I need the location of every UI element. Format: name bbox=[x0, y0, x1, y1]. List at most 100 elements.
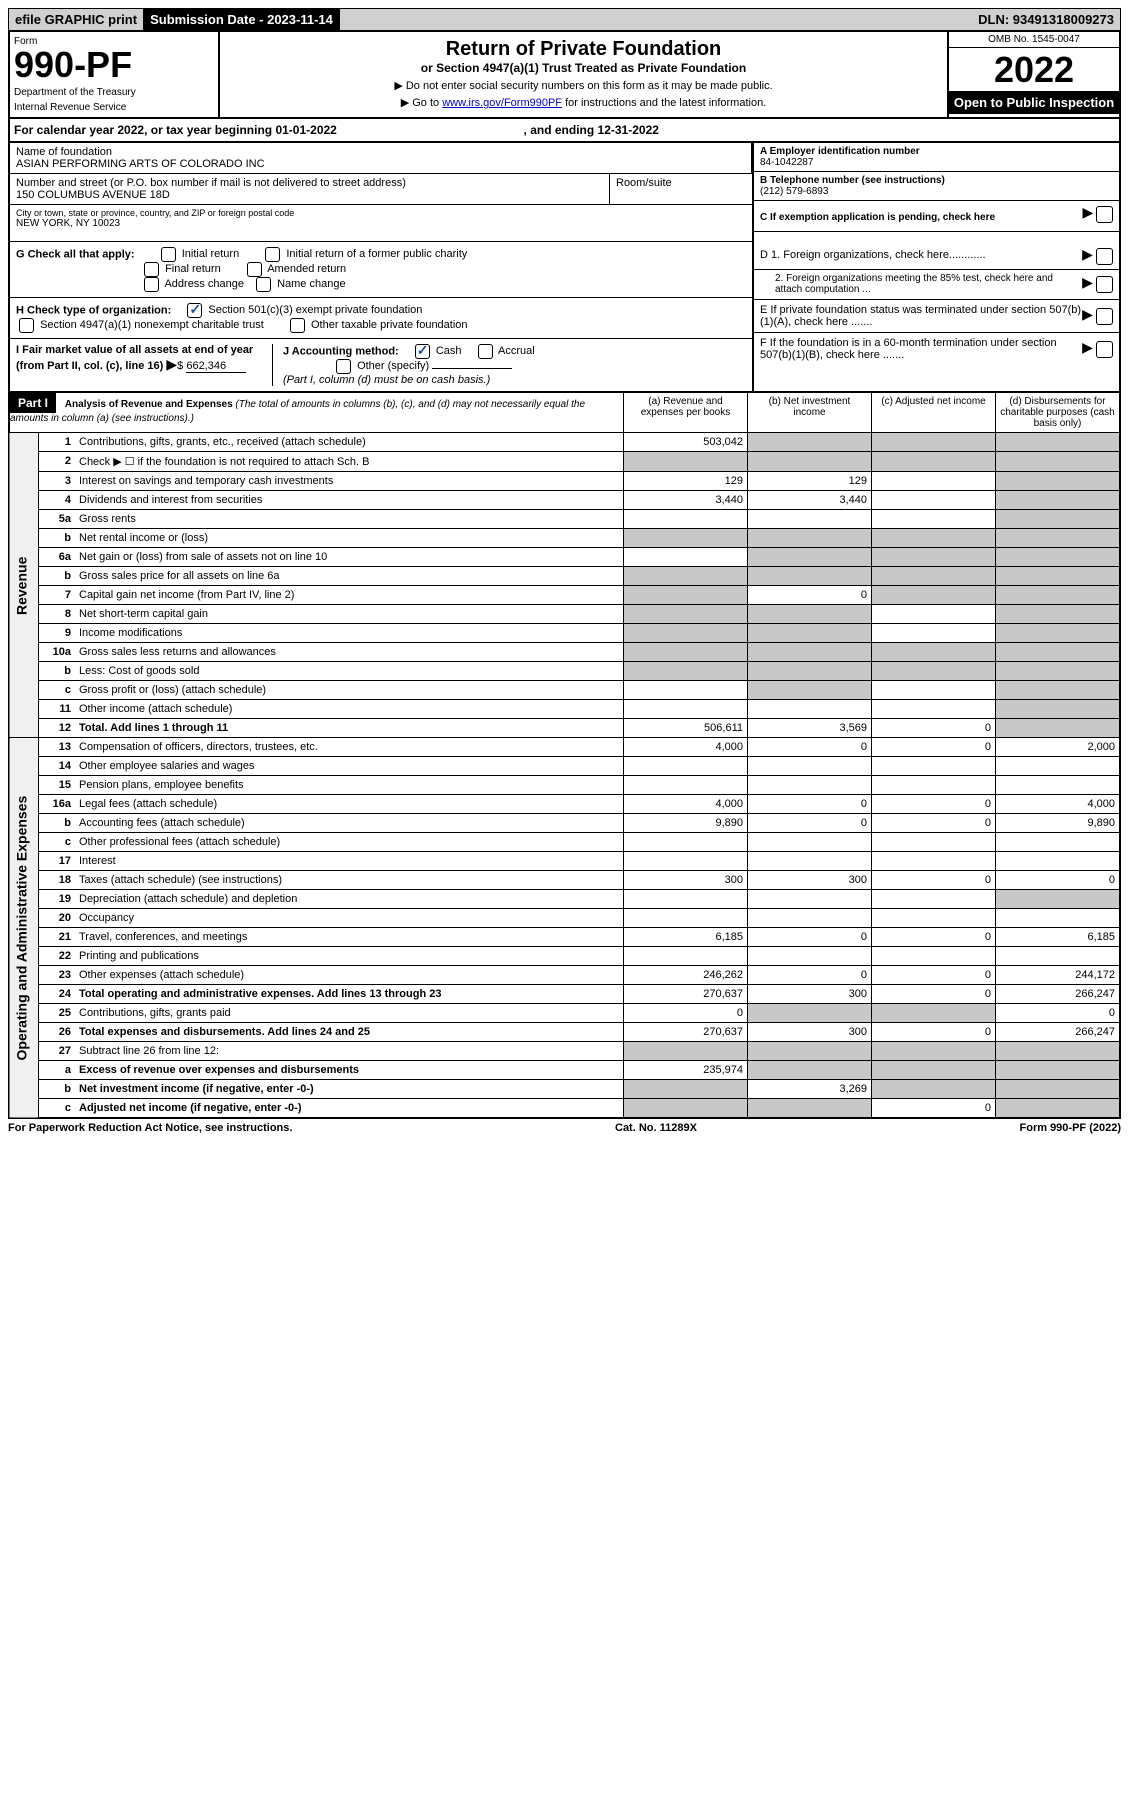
amount-cell bbox=[872, 890, 996, 909]
j-cash-checkbox[interactable] bbox=[415, 344, 430, 359]
line-number: b bbox=[39, 567, 76, 586]
amount-cell bbox=[996, 643, 1121, 662]
amount-cell bbox=[996, 662, 1121, 681]
amount-cell bbox=[624, 452, 748, 472]
amount-cell bbox=[748, 433, 872, 452]
amount-cell bbox=[748, 567, 872, 586]
amount-cell bbox=[872, 586, 996, 605]
amount-cell bbox=[748, 643, 872, 662]
j-note: (Part I, column (d) must be on cash basi… bbox=[283, 374, 490, 386]
amount-cell: 0 bbox=[872, 814, 996, 833]
form-box: Form 990-PF Department of the Treasury I… bbox=[10, 32, 220, 117]
form-link[interactable]: www.irs.gov/Form990PF bbox=[442, 97, 562, 109]
amount-cell bbox=[624, 586, 748, 605]
h-4947-checkbox[interactable] bbox=[19, 318, 34, 333]
line-number: 6a bbox=[39, 548, 76, 567]
amount-cell bbox=[624, 700, 748, 719]
amount-cell bbox=[872, 510, 996, 529]
line-description: Net short-term capital gain bbox=[75, 605, 624, 624]
f-checkbox[interactable] bbox=[1096, 341, 1113, 358]
amount-cell bbox=[748, 833, 872, 852]
amount-cell bbox=[748, 757, 872, 776]
line-number: 18 bbox=[39, 871, 76, 890]
line-number: 26 bbox=[39, 1023, 76, 1042]
amount-cell bbox=[996, 890, 1121, 909]
amount-cell bbox=[996, 548, 1121, 567]
line-description: Subtract line 26 from line 12: bbox=[75, 1042, 624, 1061]
amount-cell bbox=[624, 1099, 748, 1119]
h-501c3-checkbox[interactable] bbox=[187, 303, 202, 318]
line-number: 11 bbox=[39, 700, 76, 719]
amount-cell bbox=[996, 586, 1121, 605]
c-checkbox[interactable] bbox=[1096, 206, 1113, 223]
line-number: 23 bbox=[39, 966, 76, 985]
amount-cell bbox=[872, 605, 996, 624]
instruction-1: ▶ Do not enter social security numbers o… bbox=[226, 79, 941, 92]
amount-cell: 3,440 bbox=[624, 491, 748, 510]
amount-cell: 300 bbox=[748, 871, 872, 890]
ein-label: A Employer identification number bbox=[760, 146, 1113, 157]
line-number: c bbox=[39, 681, 76, 700]
dept-treasury: Department of the Treasury bbox=[14, 87, 214, 98]
amount-cell bbox=[624, 510, 748, 529]
part1-title: Analysis of Revenue and Expenses bbox=[65, 399, 233, 410]
amount-cell bbox=[748, 700, 872, 719]
line-description: Other professional fees (attach schedule… bbox=[75, 833, 624, 852]
amount-cell: 0 bbox=[872, 795, 996, 814]
amount-cell bbox=[748, 852, 872, 871]
amount-cell bbox=[624, 1080, 748, 1099]
line-description: Contributions, gifts, grants paid bbox=[75, 1004, 624, 1023]
year-end: 12-31-2022 bbox=[598, 123, 659, 137]
g-section: G Check all that apply: Initial return I… bbox=[10, 242, 752, 298]
line-description: Depreciation (attach schedule) and deple… bbox=[75, 890, 624, 909]
line-number: 20 bbox=[39, 909, 76, 928]
amount-cell bbox=[996, 776, 1121, 795]
amount-cell bbox=[872, 662, 996, 681]
amount-cell bbox=[624, 1042, 748, 1061]
tax-year: 2022 bbox=[949, 48, 1119, 91]
amount-cell: 0 bbox=[748, 814, 872, 833]
d1-checkbox[interactable] bbox=[1096, 248, 1113, 265]
line-number: 4 bbox=[39, 491, 76, 510]
amount-cell bbox=[996, 605, 1121, 624]
g-final-checkbox[interactable] bbox=[144, 262, 159, 277]
g-address-checkbox[interactable] bbox=[144, 277, 159, 292]
line-number: 24 bbox=[39, 985, 76, 1004]
amount-cell: 270,637 bbox=[624, 1023, 748, 1042]
section-header: Revenue bbox=[9, 433, 39, 738]
phone-value: (212) 579-6893 bbox=[760, 186, 1113, 197]
form-header: Form 990-PF Department of the Treasury I… bbox=[8, 31, 1121, 119]
line-description: Gross sales price for all assets on line… bbox=[75, 567, 624, 586]
amount-cell: 0 bbox=[872, 738, 996, 757]
e-checkbox[interactable] bbox=[1096, 308, 1113, 325]
h-other-checkbox[interactable] bbox=[290, 318, 305, 333]
g-initial-checkbox[interactable] bbox=[161, 247, 176, 262]
g-initial-former-checkbox[interactable] bbox=[265, 247, 280, 262]
amount-cell bbox=[996, 833, 1121, 852]
check-options-row: G Check all that apply: Initial return I… bbox=[8, 242, 1121, 391]
j-other-checkbox[interactable] bbox=[336, 359, 351, 374]
g-name-checkbox[interactable] bbox=[256, 277, 271, 292]
i-fmv-value: 662,346 bbox=[186, 360, 246, 373]
line-description: Other employee salaries and wages bbox=[75, 757, 624, 776]
dept-irs: Internal Revenue Service bbox=[14, 102, 214, 113]
amount-cell bbox=[748, 452, 872, 472]
amount-cell: 266,247 bbox=[996, 1023, 1121, 1042]
amount-cell bbox=[996, 567, 1121, 586]
line-number: 7 bbox=[39, 586, 76, 605]
amount-cell bbox=[748, 662, 872, 681]
j-accrual-checkbox[interactable] bbox=[478, 344, 493, 359]
amount-cell bbox=[872, 776, 996, 795]
line-description: Gross rents bbox=[75, 510, 624, 529]
g-amended-checkbox[interactable] bbox=[247, 262, 262, 277]
line-number: 19 bbox=[39, 890, 76, 909]
line-description: Total operating and administrative expen… bbox=[75, 985, 624, 1004]
amount-cell bbox=[996, 1099, 1121, 1119]
h-section: H Check type of organization: Section 50… bbox=[10, 298, 752, 339]
line-number: 1 bbox=[39, 433, 76, 452]
amount-cell bbox=[996, 700, 1121, 719]
amount-cell bbox=[872, 624, 996, 643]
d2-checkbox[interactable] bbox=[1096, 276, 1113, 293]
amount-cell bbox=[996, 510, 1121, 529]
amount-cell: 0 bbox=[872, 719, 996, 738]
